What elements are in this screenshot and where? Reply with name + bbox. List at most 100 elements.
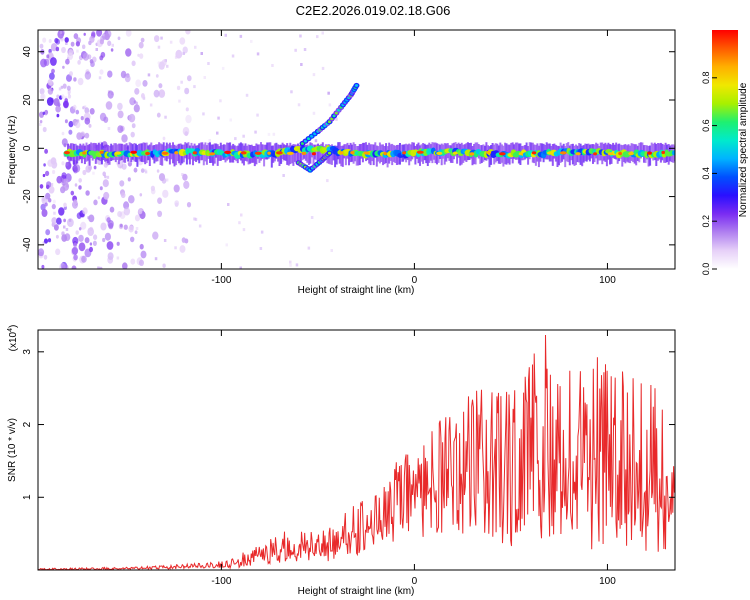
noise-speck xyxy=(245,93,249,97)
noise-blob xyxy=(51,68,55,74)
noise-blob xyxy=(162,263,166,268)
noise-blob xyxy=(82,207,88,215)
noise-blob xyxy=(82,106,85,110)
band-peak xyxy=(161,151,169,155)
noise-blob xyxy=(48,185,55,194)
noise-blob xyxy=(96,30,103,37)
noise-speck xyxy=(254,130,257,134)
noise-blob xyxy=(71,246,79,255)
noise-blob xyxy=(100,51,106,58)
band-halo xyxy=(525,142,528,159)
noise-blob xyxy=(179,245,186,253)
noise-blob xyxy=(50,57,57,66)
band-halo xyxy=(309,142,312,164)
noise-speck xyxy=(180,80,183,84)
noise-blob xyxy=(45,170,50,177)
noise-blob xyxy=(117,211,122,218)
noise-blob xyxy=(40,94,45,99)
noise-blob xyxy=(107,90,114,99)
noise-blob xyxy=(156,169,160,173)
noise-blob xyxy=(46,181,52,188)
noise-speck xyxy=(144,170,148,174)
noise-blob xyxy=(42,111,46,116)
noise-blob xyxy=(68,129,73,135)
noise-speck xyxy=(242,134,245,138)
band-halo xyxy=(331,144,333,165)
falling-track-mark-core xyxy=(327,151,332,155)
noise-blob xyxy=(120,192,126,199)
noise-speck xyxy=(65,42,68,45)
noise-blob xyxy=(119,223,123,228)
noise-blob xyxy=(73,254,78,261)
band-peak xyxy=(575,152,581,156)
noise-blob xyxy=(80,116,84,121)
noise-blob xyxy=(93,199,98,206)
noise-blob xyxy=(88,123,92,128)
noise-blob xyxy=(44,112,48,116)
noise-blob xyxy=(63,100,69,109)
noise-blob xyxy=(61,161,65,166)
spectrogram-ylabel: Frequency (Hz) xyxy=(7,116,18,185)
snr-multiplier-close: ) xyxy=(8,325,19,328)
noise-speck xyxy=(271,64,274,67)
band-peak xyxy=(499,152,506,156)
band-peak xyxy=(436,151,443,155)
noise-blob xyxy=(61,94,65,99)
band-halo xyxy=(188,145,191,165)
noise-speck xyxy=(207,62,210,65)
colorbar-tick-label: 0.0 xyxy=(701,263,711,276)
noise-blob xyxy=(42,37,47,43)
band-halo xyxy=(341,145,344,167)
noise-speck xyxy=(217,116,220,120)
noise-blob xyxy=(175,49,183,59)
noise-speck xyxy=(321,66,325,70)
noise-blob xyxy=(84,117,91,125)
noise-blob xyxy=(116,241,120,246)
band-halo xyxy=(558,146,560,166)
noise-speck xyxy=(166,64,169,68)
noise-blob xyxy=(99,266,103,269)
snr-ytick-label: 3 xyxy=(22,349,33,355)
snr-ytick-label: 2 xyxy=(22,421,33,427)
band-halo xyxy=(564,146,567,168)
noise-blob xyxy=(89,59,94,64)
band-halo xyxy=(541,143,543,159)
band-peak xyxy=(174,151,179,155)
noise-speck xyxy=(335,117,338,121)
noise-speck xyxy=(239,34,243,38)
noise-speck xyxy=(58,87,62,91)
noise-blob xyxy=(89,242,93,246)
band-peak xyxy=(363,151,370,155)
noise-blob xyxy=(64,37,69,43)
rising-track-mark-core xyxy=(310,134,314,138)
noise-blob xyxy=(117,125,124,133)
noise-blob xyxy=(125,30,132,37)
band-halo xyxy=(556,145,559,167)
noise-blob xyxy=(103,191,110,200)
noise-speck xyxy=(182,51,185,55)
band-halo xyxy=(295,144,298,163)
noise-blob xyxy=(120,70,127,79)
noise-blob xyxy=(42,173,46,178)
snr-multiplier-exponent: 4 xyxy=(7,328,14,332)
noise-speck xyxy=(295,263,299,267)
noise-blob xyxy=(41,195,48,205)
noise-blob xyxy=(84,132,90,139)
band-peak xyxy=(402,151,407,155)
colorbar-tick-label: 0.8 xyxy=(701,72,711,85)
noise-speck xyxy=(193,85,196,89)
noise-blob xyxy=(142,80,148,87)
band-halo xyxy=(363,142,366,158)
noise-blob xyxy=(157,210,163,217)
noise-speck xyxy=(157,45,161,49)
noise-blob xyxy=(62,65,65,69)
noise-speck xyxy=(227,203,230,206)
noise-speck xyxy=(198,224,202,228)
noise-speck xyxy=(307,246,311,250)
noise-blob xyxy=(131,60,136,67)
noise-blob xyxy=(141,93,145,98)
noise-speck xyxy=(60,85,64,89)
noise-blob xyxy=(39,88,45,95)
noise-speck xyxy=(76,49,79,53)
noise-speck xyxy=(321,31,324,35)
